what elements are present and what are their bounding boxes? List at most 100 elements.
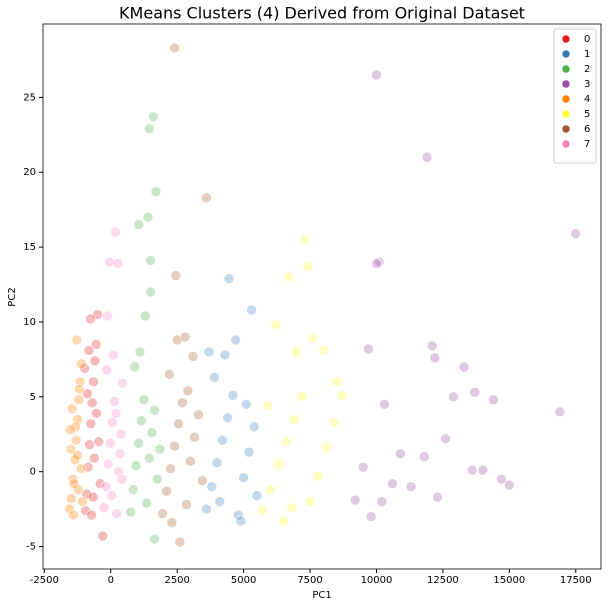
x-tick-label: 2500	[164, 575, 189, 586]
point	[125, 506, 136, 518]
point	[154, 443, 166, 455]
point	[128, 484, 139, 495]
point	[66, 493, 77, 504]
point	[91, 407, 102, 419]
point	[302, 261, 313, 272]
point	[134, 346, 146, 358]
point	[246, 304, 257, 316]
point	[379, 399, 390, 410]
point	[488, 394, 499, 406]
point	[376, 496, 388, 507]
point	[214, 496, 225, 507]
point	[71, 334, 83, 346]
y-tick-label: 0	[30, 467, 36, 478]
point	[102, 458, 114, 470]
point	[201, 503, 212, 515]
legend-marker	[561, 124, 571, 134]
point	[142, 211, 154, 223]
point	[89, 355, 101, 367]
point	[73, 394, 85, 406]
x-tick-label: 17500	[560, 575, 592, 586]
point	[70, 434, 82, 446]
point	[86, 509, 97, 521]
point	[283, 271, 295, 283]
point	[171, 334, 183, 346]
point	[149, 533, 160, 545]
point	[395, 448, 406, 460]
point	[90, 339, 102, 350]
x-tick-label: 0	[108, 575, 114, 586]
point	[426, 340, 438, 352]
point	[477, 464, 489, 476]
y-tick-label: 25	[23, 92, 36, 103]
chart-title: KMeans Clusters (4) Derived from Origina…	[119, 4, 525, 23]
y-tick-label: 10	[23, 317, 36, 328]
point	[88, 376, 99, 388]
point	[109, 396, 120, 407]
x-tick-label: 12500	[427, 575, 459, 586]
point	[371, 258, 382, 269]
point	[296, 391, 308, 403]
point	[363, 343, 374, 355]
point	[101, 364, 113, 376]
point	[111, 508, 122, 519]
point	[286, 502, 297, 513]
point	[256, 505, 268, 516]
point	[130, 460, 142, 471]
point	[278, 515, 289, 527]
point	[112, 258, 123, 269]
point	[307, 333, 319, 344]
point	[143, 452, 155, 464]
point	[336, 390, 348, 401]
point	[211, 457, 223, 468]
point	[432, 491, 443, 503]
point	[466, 464, 478, 476]
legend-marker	[561, 49, 571, 59]
y-tick-label: -5	[26, 542, 36, 553]
point	[291, 346, 303, 358]
point	[149, 404, 160, 416]
point	[146, 427, 158, 439]
point	[320, 442, 332, 454]
point	[140, 310, 151, 322]
legend-marker	[561, 94, 571, 104]
point	[141, 497, 152, 509]
point	[114, 448, 126, 460]
point	[371, 69, 382, 81]
point	[85, 313, 96, 325]
point	[87, 491, 99, 503]
point	[145, 286, 156, 298]
point	[76, 358, 87, 370]
point	[110, 226, 121, 238]
point	[185, 455, 196, 467]
points	[64, 42, 582, 548]
point	[94, 478, 106, 489]
point	[150, 186, 162, 197]
point	[387, 478, 398, 489]
point	[161, 485, 172, 497]
point	[136, 415, 147, 427]
point	[104, 437, 116, 449]
point	[318, 345, 329, 356]
point	[251, 490, 263, 501]
point	[74, 384, 85, 395]
point	[243, 446, 255, 458]
point	[238, 472, 249, 483]
point	[166, 517, 178, 528]
point	[169, 42, 180, 54]
point	[170, 270, 182, 281]
legend-label: 5	[584, 109, 590, 120]
point	[233, 509, 244, 521]
legend-label: 3	[584, 79, 590, 90]
point	[77, 496, 88, 507]
point	[288, 413, 300, 425]
point	[88, 452, 100, 464]
point	[72, 484, 84, 495]
point	[104, 256, 115, 268]
point	[84, 439, 95, 451]
point	[365, 511, 377, 522]
point	[570, 228, 582, 239]
point	[181, 499, 192, 510]
point	[235, 515, 247, 527]
